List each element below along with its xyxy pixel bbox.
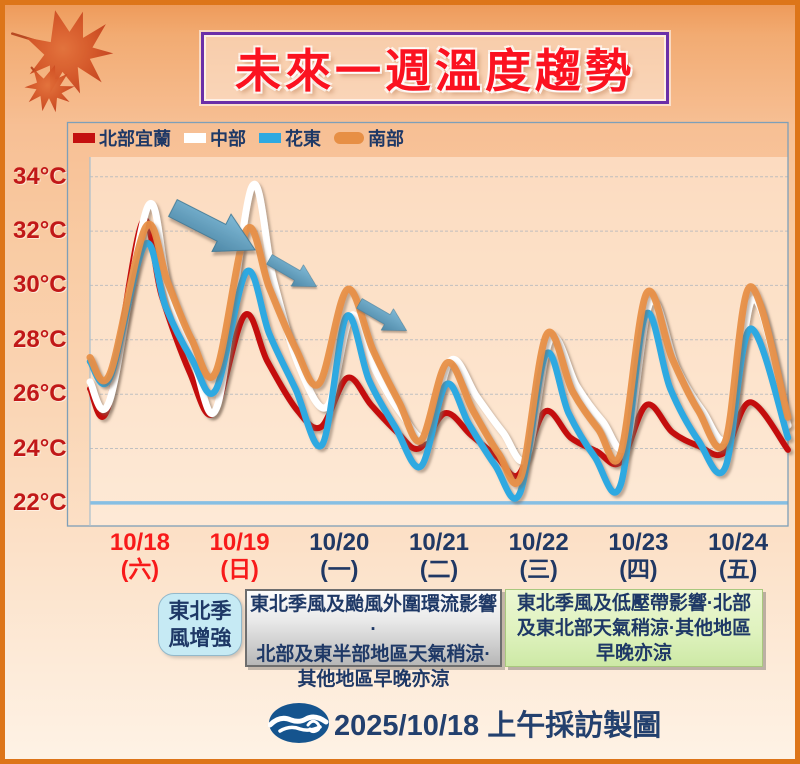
x-axis-day: 10/18 (六)	[90, 529, 190, 583]
series-0	[87, 216, 791, 480]
y-axis-label: 22°C	[13, 488, 67, 516]
note-box-weekend: 東北季風及颱風外圍環流影響· 北部及東半部地區天氣稍涼· 其他地區早晚亦涼	[245, 589, 502, 690]
y-axis-label: 26°C	[13, 380, 67, 408]
x-axis-date: 10/21	[408, 529, 470, 556]
x-axis-weekday: (五)	[718, 556, 758, 582]
series-2	[86, 239, 792, 502]
series-1	[86, 180, 792, 465]
x-axis-date: 10/18	[109, 529, 170, 556]
trend-arrow-icon	[266, 254, 318, 287]
legend-label: 南部	[368, 129, 404, 149]
title-box: 未來一週溫度趨勢	[201, 32, 669, 104]
chart-frame	[66, 121, 789, 527]
legend-item: 花東	[259, 125, 321, 151]
legend-swatch-icon	[334, 132, 364, 144]
x-axis-day: 10/20 (一)	[289, 529, 389, 583]
x-axis-date: 10/19	[209, 529, 270, 556]
maple-leaf-small-icon	[24, 64, 75, 113]
y-axis-label: 24°C	[13, 434, 67, 462]
legend-label: 中部	[210, 129, 246, 149]
x-axis-weekday: (日)	[220, 556, 259, 582]
y-axis-label: 28°C	[13, 325, 67, 353]
y-axis-label: 30°C	[13, 271, 67, 299]
maple-leaf-large-icon	[11, 10, 114, 94]
plot-area	[90, 157, 788, 526]
x-axis-date: 10/24	[708, 529, 769, 556]
x-axis-day: 10/19 (日)	[190, 529, 290, 583]
series-3	[86, 220, 792, 487]
x-axis-weekday: (六)	[120, 556, 160, 582]
y-axis-label: 34°C	[13, 162, 67, 190]
y-axis-label: 32°C	[13, 217, 67, 245]
x-axis-day: 10/21 (二)	[389, 529, 489, 583]
legend-item: 中部	[184, 125, 246, 151]
legend-swatch-icon	[73, 133, 95, 143]
legend-item: 北部宜蘭	[73, 125, 171, 151]
maple-leaves-decoration	[11, 10, 114, 113]
footer: 2025/10/18 上午採訪製圖	[268, 702, 661, 744]
x-axis-day: 10/23 (四)	[588, 529, 688, 583]
x-axis-day: 10/24 (五)	[688, 529, 788, 583]
footer-caption: 2025/10/18 上午採訪製圖	[334, 710, 662, 742]
x-axis-weekday: (三)	[519, 556, 558, 582]
legend-swatch-icon	[184, 133, 206, 143]
trend-arrow-icon	[356, 298, 408, 331]
legend-label: 北部宜蘭	[99, 129, 171, 149]
trend-arrow-icon	[167, 199, 256, 252]
x-axis-date: 10/23	[608, 529, 669, 556]
cwb-logo-icon	[268, 703, 329, 743]
note-highlight-box: 東北季 風增強	[158, 593, 242, 656]
legend-swatch-icon	[259, 133, 281, 143]
chart-legend: 北部宜蘭 中部 花東 南部	[73, 126, 417, 150]
x-axis-date: 10/20	[309, 529, 370, 556]
x-axis-date: 10/22	[508, 529, 569, 556]
note-box-weekdays: 東北季風及低壓帶影響·北部 及東北部天氣稍涼·其他地區 早晚亦涼	[505, 589, 763, 667]
x-axis-weekday: (一)	[320, 556, 359, 582]
legend-label: 花東	[285, 129, 321, 149]
page-title: 未來一週溫度趨勢	[235, 45, 635, 97]
legend-item: 南部	[334, 125, 404, 151]
x-axis-day: 10/22 (三)	[489, 529, 589, 583]
x-axis-weekday: (二)	[419, 556, 459, 582]
x-axis-weekday: (四)	[619, 556, 658, 582]
